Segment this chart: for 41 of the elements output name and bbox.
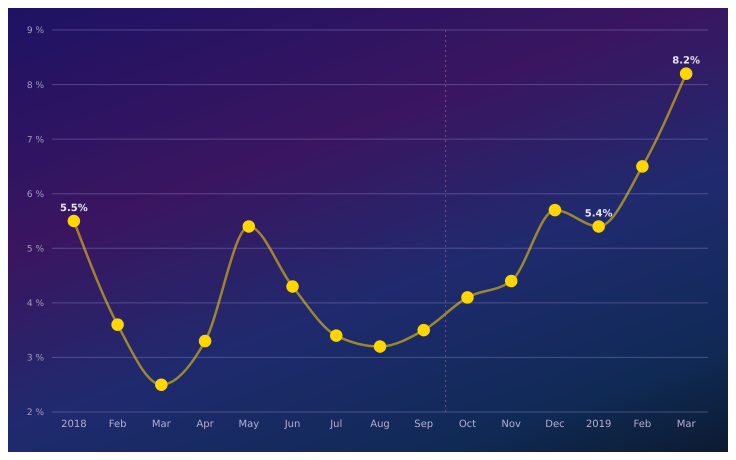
x-tick-label: Apr bbox=[196, 419, 215, 430]
x-tick-label: Mar bbox=[152, 419, 172, 430]
x-tick-label: Mar bbox=[676, 419, 696, 430]
x-tick-label: Dec bbox=[545, 419, 565, 430]
y-tick-label: 9 % bbox=[26, 26, 44, 36]
point bbox=[111, 318, 124, 331]
data-label: 5.5% bbox=[60, 203, 88, 214]
x-tick-label: Feb bbox=[634, 419, 652, 430]
x-tick-label: Nov bbox=[501, 419, 522, 430]
y-tick-label: 5 % bbox=[26, 244, 44, 254]
point bbox=[592, 220, 605, 233]
y-tick-label: 4 % bbox=[26, 299, 44, 310]
data-label: 5.4% bbox=[584, 208, 613, 220]
y-tick-label: 6 % bbox=[26, 190, 44, 200]
y-tick-label: 7 % bbox=[26, 135, 44, 146]
point bbox=[198, 334, 212, 348]
point bbox=[504, 274, 518, 288]
x-tick-label: Jun bbox=[284, 419, 300, 430]
x-tick-label: Feb bbox=[108, 419, 126, 430]
point bbox=[242, 220, 256, 233]
x-tick-label: Oct bbox=[458, 419, 476, 430]
point bbox=[548, 204, 562, 216]
y-tick-label: 8 % bbox=[26, 80, 44, 91]
y-tick-label: 2 % bbox=[26, 408, 44, 418]
x-tick-label: Jul bbox=[329, 419, 342, 430]
point bbox=[286, 280, 299, 293]
x-tick-label: Aug bbox=[370, 419, 390, 430]
data-label: 8.2% bbox=[672, 56, 700, 67]
point bbox=[636, 160, 649, 173]
point bbox=[461, 291, 474, 304]
x-tick-label: 2018 bbox=[61, 419, 87, 430]
point bbox=[374, 340, 386, 353]
y-tick-label: 3 % bbox=[26, 354, 44, 364]
point bbox=[680, 67, 692, 80]
point bbox=[155, 378, 168, 391]
x-tick-label: Sep bbox=[414, 419, 434, 430]
x-tick-label: May bbox=[238, 419, 260, 430]
point bbox=[330, 329, 343, 342]
x-tick-label: 2019 bbox=[586, 419, 612, 430]
point bbox=[417, 324, 430, 336]
point bbox=[68, 214, 80, 228]
